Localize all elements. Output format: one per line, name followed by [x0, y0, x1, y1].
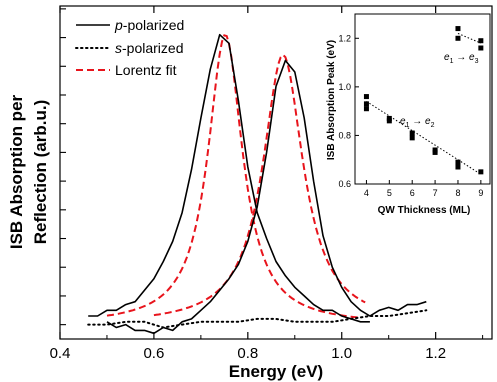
x-tick-label: 1.0 [331, 345, 352, 362]
inset-point-series-1 [363, 94, 369, 100]
inset-point-series-1 [386, 118, 392, 124]
inset-x-tick-label: 4 [364, 188, 369, 198]
main-series-group [87, 33, 428, 335]
inset-annotation-e1-e3: e1 → e3 [444, 52, 479, 65]
inset-trend-line-1 [366, 101, 482, 175]
inset-point-series-1 [455, 164, 461, 170]
x-tick-label: 0.8 [237, 345, 258, 362]
legend: p-polarized s-polarized Lorentz fit [75, 17, 184, 78]
inset-chart: 4 5 6 7 8 9 0.6 0.8 1.0 1.2 QW Thickness (ML) IS… [326, 13, 491, 216]
x-tick-label: 0.6 [143, 345, 164, 362]
main-x-axis: 0.4 0.6 0.8 1.0 1.2 [50, 6, 484, 362]
inset-point-series-2 [455, 26, 461, 32]
p-polarized-line-2 [106, 59, 427, 335]
inset-trend-line-2 [457, 32, 482, 44]
legend-label-lorentz-fit: Lorentz fit [115, 62, 177, 78]
inset-y-axis: 0.6 0.8 1.0 1.2 [338, 33, 359, 189]
lorentz-fit-line-2 [153, 53, 366, 317]
inset-x-axis-title: QW Thickness (ML) [378, 205, 471, 216]
inset-y-tick-label: 1.2 [338, 33, 351, 43]
inset-point-series-1 [363, 101, 369, 107]
y-axis-title-line-2: Reflection (arb.u.) [31, 100, 50, 245]
inset-y-tick-label: 0.6 [338, 179, 351, 189]
inset-x-tick-label: 7 [433, 188, 438, 198]
inset-y-tick-label: 0.8 [338, 130, 351, 140]
inset-point-series-1 [363, 106, 369, 112]
inset-x-tick-label: 9 [478, 188, 483, 198]
inset-point-series-2 [478, 38, 484, 44]
x-tick-label: 0.4 [50, 345, 71, 362]
inset-point-series-1 [409, 135, 415, 141]
inset-point-series-1 [455, 159, 461, 165]
inset-point-series-1 [432, 149, 438, 155]
x-axis-title: Energy (eV) [229, 362, 323, 381]
inset-y-tick-label: 1.0 [338, 82, 351, 92]
p-polarized-line-1 [88, 33, 370, 323]
inset-y-axis-title: ISB Absorption Peak (eV) [326, 40, 337, 160]
main-y-axis [60, 8, 66, 326]
inset-x-axis: 4 5 6 7 8 9 [364, 180, 483, 198]
inset-annotation-e1-e2: e1 → e2 [400, 116, 435, 129]
legend-label-s-polarized: s-polarized [115, 40, 183, 56]
x-tick-label: 1.2 [425, 345, 446, 362]
legend-label-p-polarized: p-polarized [114, 17, 184, 33]
inset-point-series-2 [478, 45, 484, 51]
s-polarized-line [87, 309, 428, 329]
inset-x-tick-label: 8 [455, 188, 460, 198]
lorentz-fit-line-1 [106, 34, 361, 319]
y-axis-title-line-1: ISB Absorption per [7, 94, 26, 249]
inset-x-tick-label: 6 [410, 188, 415, 198]
inset-point-series-2 [455, 35, 461, 41]
inset-point-series-1 [478, 169, 484, 175]
inset-plot-frame [354, 13, 491, 185]
inset-series-group [363, 26, 484, 175]
inset-x-tick-label: 5 [387, 188, 392, 198]
inset-point-series-1 [409, 130, 415, 136]
